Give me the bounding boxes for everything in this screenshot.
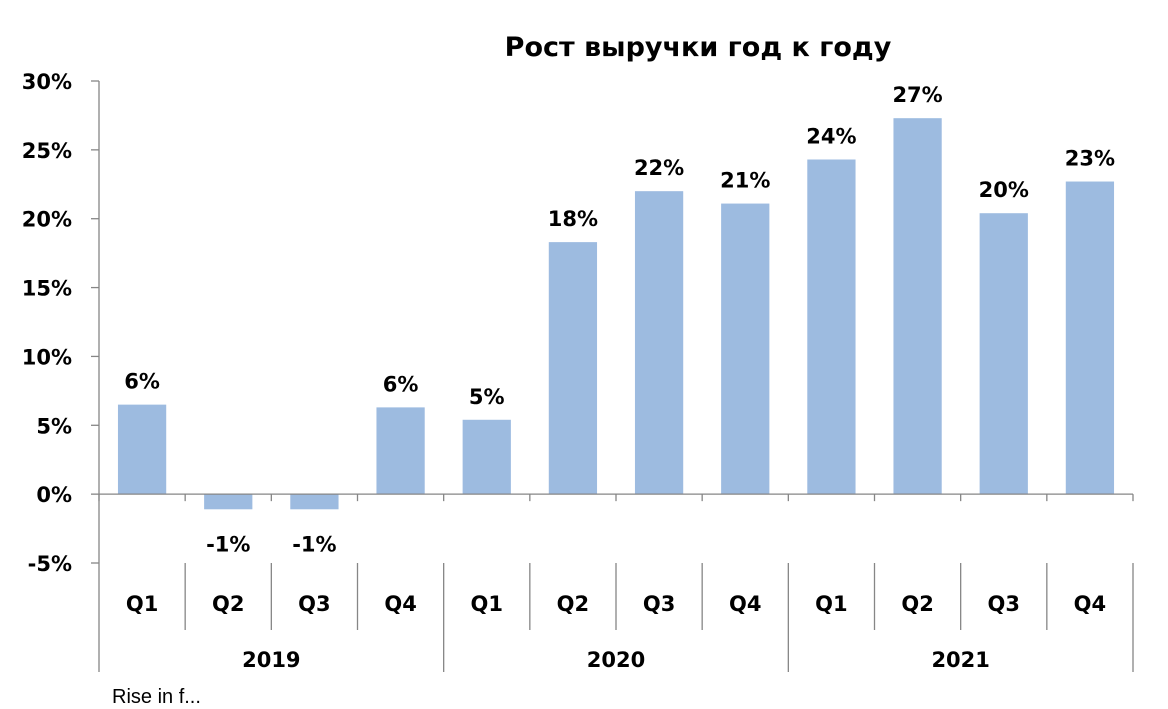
category-label: Q4: [1074, 592, 1106, 616]
data-label: 5%: [469, 385, 505, 409]
category-label: Q3: [988, 592, 1020, 616]
bar: [117, 404, 167, 495]
labels-layer: 30% 25% 20% 15% 10% 5% 0% -5% 6% Q1 -1% Q2 -1% Q3 6% Q4…: [22, 70, 1115, 672]
bar: [893, 118, 942, 495]
data-label: 6%: [124, 370, 160, 394]
bar: [807, 159, 856, 495]
group-label: 2020: [587, 648, 645, 672]
y-tick-label: 10%: [22, 345, 72, 369]
data-label: 20%: [979, 178, 1029, 202]
y-tick-label: 15%: [22, 277, 72, 301]
category-label: Q4: [729, 592, 761, 616]
bar: [204, 494, 253, 510]
data-label: 24%: [806, 124, 856, 148]
group-label: 2021: [931, 648, 989, 672]
category-label: Q4: [384, 592, 416, 616]
bar: [376, 407, 425, 495]
data-label: -1%: [206, 532, 250, 556]
category-label: Q3: [643, 592, 675, 616]
y-tick-label: 25%: [22, 139, 72, 163]
category-label: Q1: [126, 592, 158, 616]
y-tick-label: -5%: [28, 552, 72, 576]
group-label: 2019: [242, 648, 300, 672]
y-tick-label: 20%: [22, 208, 72, 232]
axes-layer: [91, 80, 1134, 672]
bar: [290, 494, 339, 510]
bar: [634, 191, 684, 495]
data-label: 6%: [383, 372, 419, 396]
chart-title: Рост выручки год к году: [505, 32, 892, 63]
bar: [1065, 181, 1115, 495]
category-label: Q2: [901, 592, 933, 616]
bar: [548, 242, 598, 495]
category-label: Q1: [471, 592, 503, 616]
data-label: 22%: [634, 156, 684, 180]
data-label: 21%: [720, 169, 770, 193]
bar: [462, 419, 511, 495]
y-tick-label: 0%: [36, 483, 72, 507]
category-label: Q3: [298, 592, 330, 616]
category-label: Q2: [212, 592, 244, 616]
data-label: 27%: [892, 83, 942, 107]
data-label: 23%: [1065, 147, 1115, 171]
bar: [721, 203, 770, 495]
data-label: -1%: [292, 532, 336, 556]
bars-layer: [117, 118, 1115, 510]
bar: [979, 213, 1028, 495]
category-label: Q2: [557, 592, 589, 616]
y-tick-label: 5%: [36, 414, 72, 438]
category-label: Q1: [815, 592, 847, 616]
y-tick-label: 30%: [22, 70, 72, 94]
data-label: 18%: [548, 207, 598, 231]
